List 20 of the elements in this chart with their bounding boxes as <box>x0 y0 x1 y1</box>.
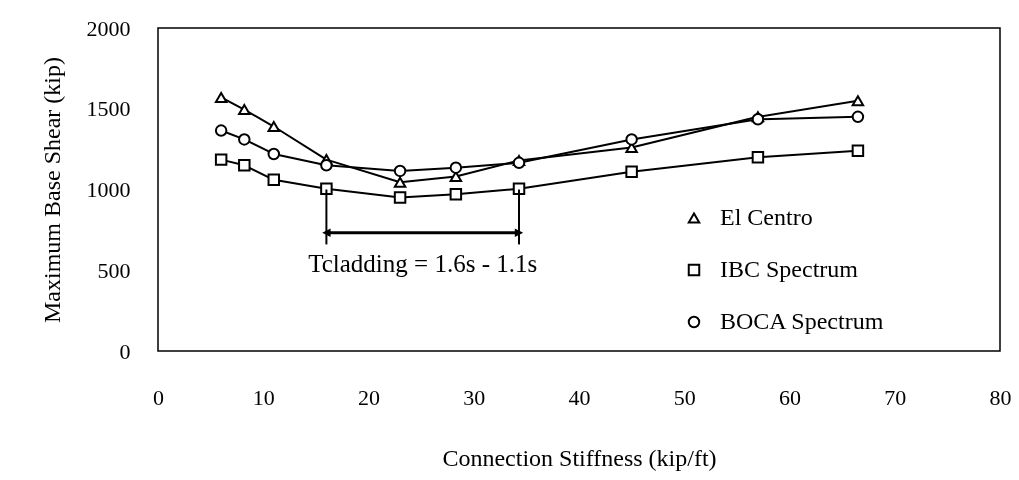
x-tick-label: 70 <box>884 384 907 410</box>
x-tick-label: 0 <box>153 384 164 410</box>
x-tick-label: 80 <box>989 384 1012 410</box>
x-tick-label: 60 <box>779 384 801 410</box>
y-tick-label: 1000 <box>86 177 131 202</box>
y-tick-label: 1500 <box>86 96 131 122</box>
x-tick-label: 30 <box>463 384 486 410</box>
x-tick-label: 20 <box>358 384 380 410</box>
legend-label: IBC Spectrum <box>720 256 859 282</box>
x-tick-label: 50 <box>673 384 696 410</box>
x-tick-label: 10 <box>252 384 275 410</box>
x-axis-title: Connection Stiffness (kip/ft) <box>442 444 717 471</box>
legend-label: BOCA Spectrum <box>720 308 884 334</box>
y-tick-label: 0 <box>119 338 131 364</box>
y-tick-label: 2000 <box>86 15 131 41</box>
legend-label: El Centro <box>720 204 813 230</box>
x-tick-label: 40 <box>568 384 591 410</box>
y-axis-title: Maximum Base Shear (kip) <box>38 57 65 323</box>
annotation: Tcladding = 1.6s - 1.1s <box>308 249 538 277</box>
y-tick-label: 500 <box>97 257 131 283</box>
